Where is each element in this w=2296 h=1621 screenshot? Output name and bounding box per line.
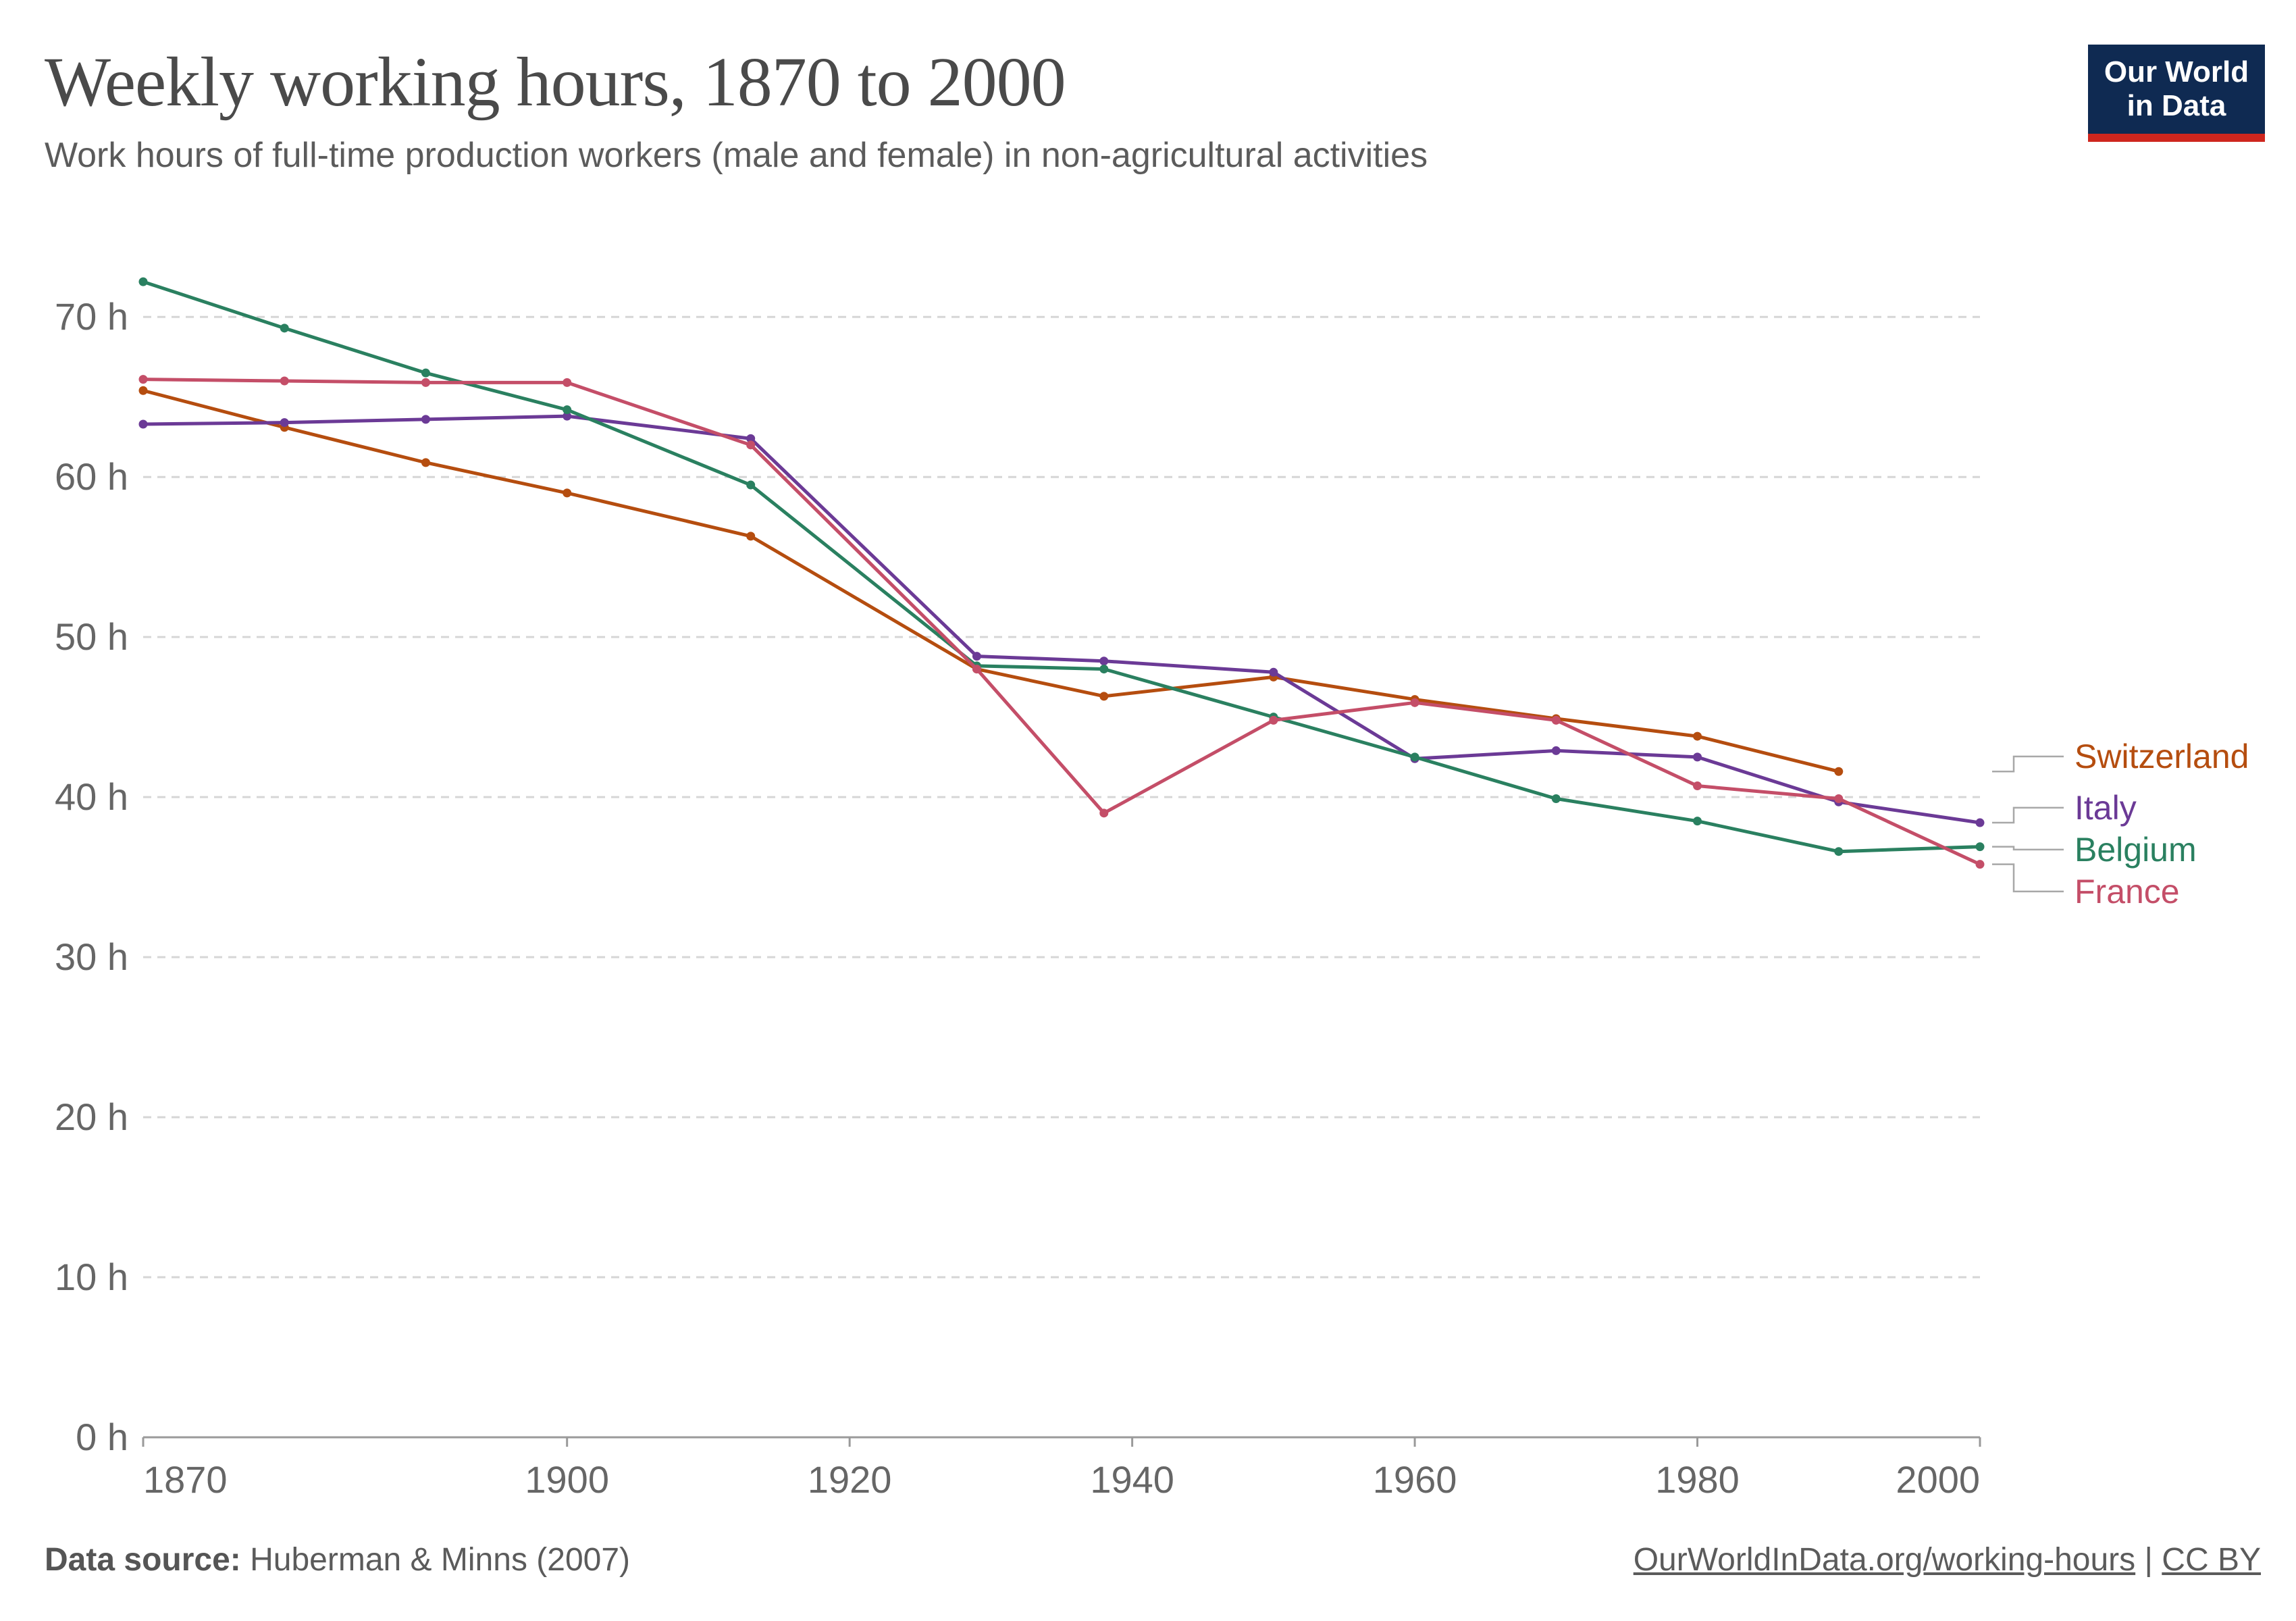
legend-connector-france: [1992, 863, 2064, 893]
x-tick-label: 2000: [1896, 1458, 1980, 1501]
y-tick-label: 20 h: [55, 1096, 128, 1138]
data-point-france: [1269, 715, 1278, 725]
series-lines: [138, 277, 1985, 869]
legend-label-switzerland: Switzerland: [2075, 738, 2249, 775]
data-point-switzerland: [1693, 731, 1702, 741]
footer-separator: |: [2144, 1542, 2153, 1578]
data-point-france: [746, 440, 756, 450]
y-tick-label: 30 h: [55, 935, 128, 978]
y-tick-label: 60 h: [55, 455, 128, 498]
data-point-italy: [1551, 746, 1561, 755]
logo-line-1: Our World: [2104, 55, 2249, 88]
data-source-text: Huberman & Minns (2007): [250, 1542, 631, 1578]
data-point-switzerland: [138, 386, 148, 395]
y-tick-label: 40 h: [55, 775, 128, 818]
source-url-link[interactable]: OurWorldInData.org/working-hours: [1633, 1542, 2136, 1578]
chart-subtitle: Work hours of full-time production worke…: [45, 136, 1428, 175]
data-point-switzerland: [563, 488, 572, 498]
data-point-france: [1834, 794, 1844, 804]
data-point-belgium: [421, 368, 430, 378]
legend-label-italy: Italy: [2075, 789, 2137, 827]
data-point-france: [421, 378, 430, 387]
data-point-belgium: [1693, 817, 1702, 826]
y-tick-label: 70 h: [55, 295, 128, 338]
y-tick-label: 50 h: [55, 615, 128, 658]
x-tick-label: 1920: [808, 1458, 892, 1501]
data-point-switzerland: [421, 458, 430, 467]
license-link[interactable]: CC BY: [2162, 1542, 2261, 1578]
x-tick-label: 1960: [1373, 1458, 1457, 1501]
data-point-belgium: [1834, 847, 1844, 856]
legend-label-france: France: [2075, 873, 2180, 910]
data-point-italy: [280, 418, 289, 428]
legend-connector-belgium: [1992, 846, 2064, 851]
data-point-france: [563, 378, 572, 387]
series-line-switzerland: [141, 388, 1841, 773]
data-point-belgium: [1099, 665, 1109, 674]
legend-connector-italy: [1992, 806, 2064, 824]
data-point-italy: [1975, 818, 1985, 827]
data-point-italy: [421, 415, 430, 424]
data-point-italy: [563, 411, 572, 421]
data-point-italy: [1693, 752, 1702, 762]
data-point-belgium: [138, 277, 148, 286]
chart-title: Weekly working hours, 1870 to 2000: [45, 43, 1066, 121]
footer-links: OurWorldInData.org/working-hours | CC BY: [1634, 1541, 2261, 1578]
data-point-italy: [746, 434, 756, 443]
logo-line-2: in Data: [2127, 89, 2226, 122]
y-tick-label: 10 h: [55, 1256, 128, 1298]
x-tick-label: 1980: [1655, 1458, 1740, 1501]
data-point-belgium: [280, 324, 289, 333]
y-tick-label: 0 h: [76, 1416, 128, 1458]
x-tick-label: 1870: [143, 1458, 228, 1501]
data-point-italy: [1099, 657, 1109, 666]
data-point-france: [1975, 860, 1985, 869]
data-point-belgium: [746, 480, 756, 490]
data-point-france: [972, 665, 981, 674]
axes: 0 h 10 h 20 h 30 h 40 h 50 h 60 h 70 h 1870 1900 1…: [55, 295, 1981, 1501]
data-point-italy: [138, 419, 148, 429]
data-point-belgium: [563, 405, 572, 415]
data-point-france: [1099, 808, 1109, 818]
data-point-switzerland: [1099, 692, 1109, 701]
data-point-france: [1410, 698, 1419, 707]
legend-label-belgium: Belgium: [2075, 831, 2197, 869]
data-point-france: [1551, 715, 1561, 725]
data-source-label: Data source:: [45, 1542, 241, 1578]
series-line-france: [141, 378, 1982, 867]
legend-connector-switzerland: [1992, 755, 2064, 773]
data-point-belgium: [1975, 842, 1985, 852]
data-point-belgium: [1410, 752, 1419, 762]
data-point-france: [1693, 781, 1702, 791]
data-point-switzerland: [746, 532, 756, 541]
x-tick-label: 1900: [525, 1458, 609, 1501]
data-source: Data source: Huberman & Minns (2007): [45, 1541, 630, 1578]
x-tick-label: 1940: [1090, 1458, 1174, 1501]
data-point-belgium: [1551, 794, 1561, 804]
data-point-france: [138, 375, 148, 384]
data-point-italy: [1269, 667, 1278, 677]
data-point-france: [280, 376, 289, 386]
owid-logo[interactable]: Our World in Data: [2088, 45, 2265, 142]
data-point-switzerland: [1834, 767, 1844, 776]
data-point-italy: [972, 652, 981, 661]
legend: Switzerland Italy Belgium France: [1992, 738, 2249, 910]
